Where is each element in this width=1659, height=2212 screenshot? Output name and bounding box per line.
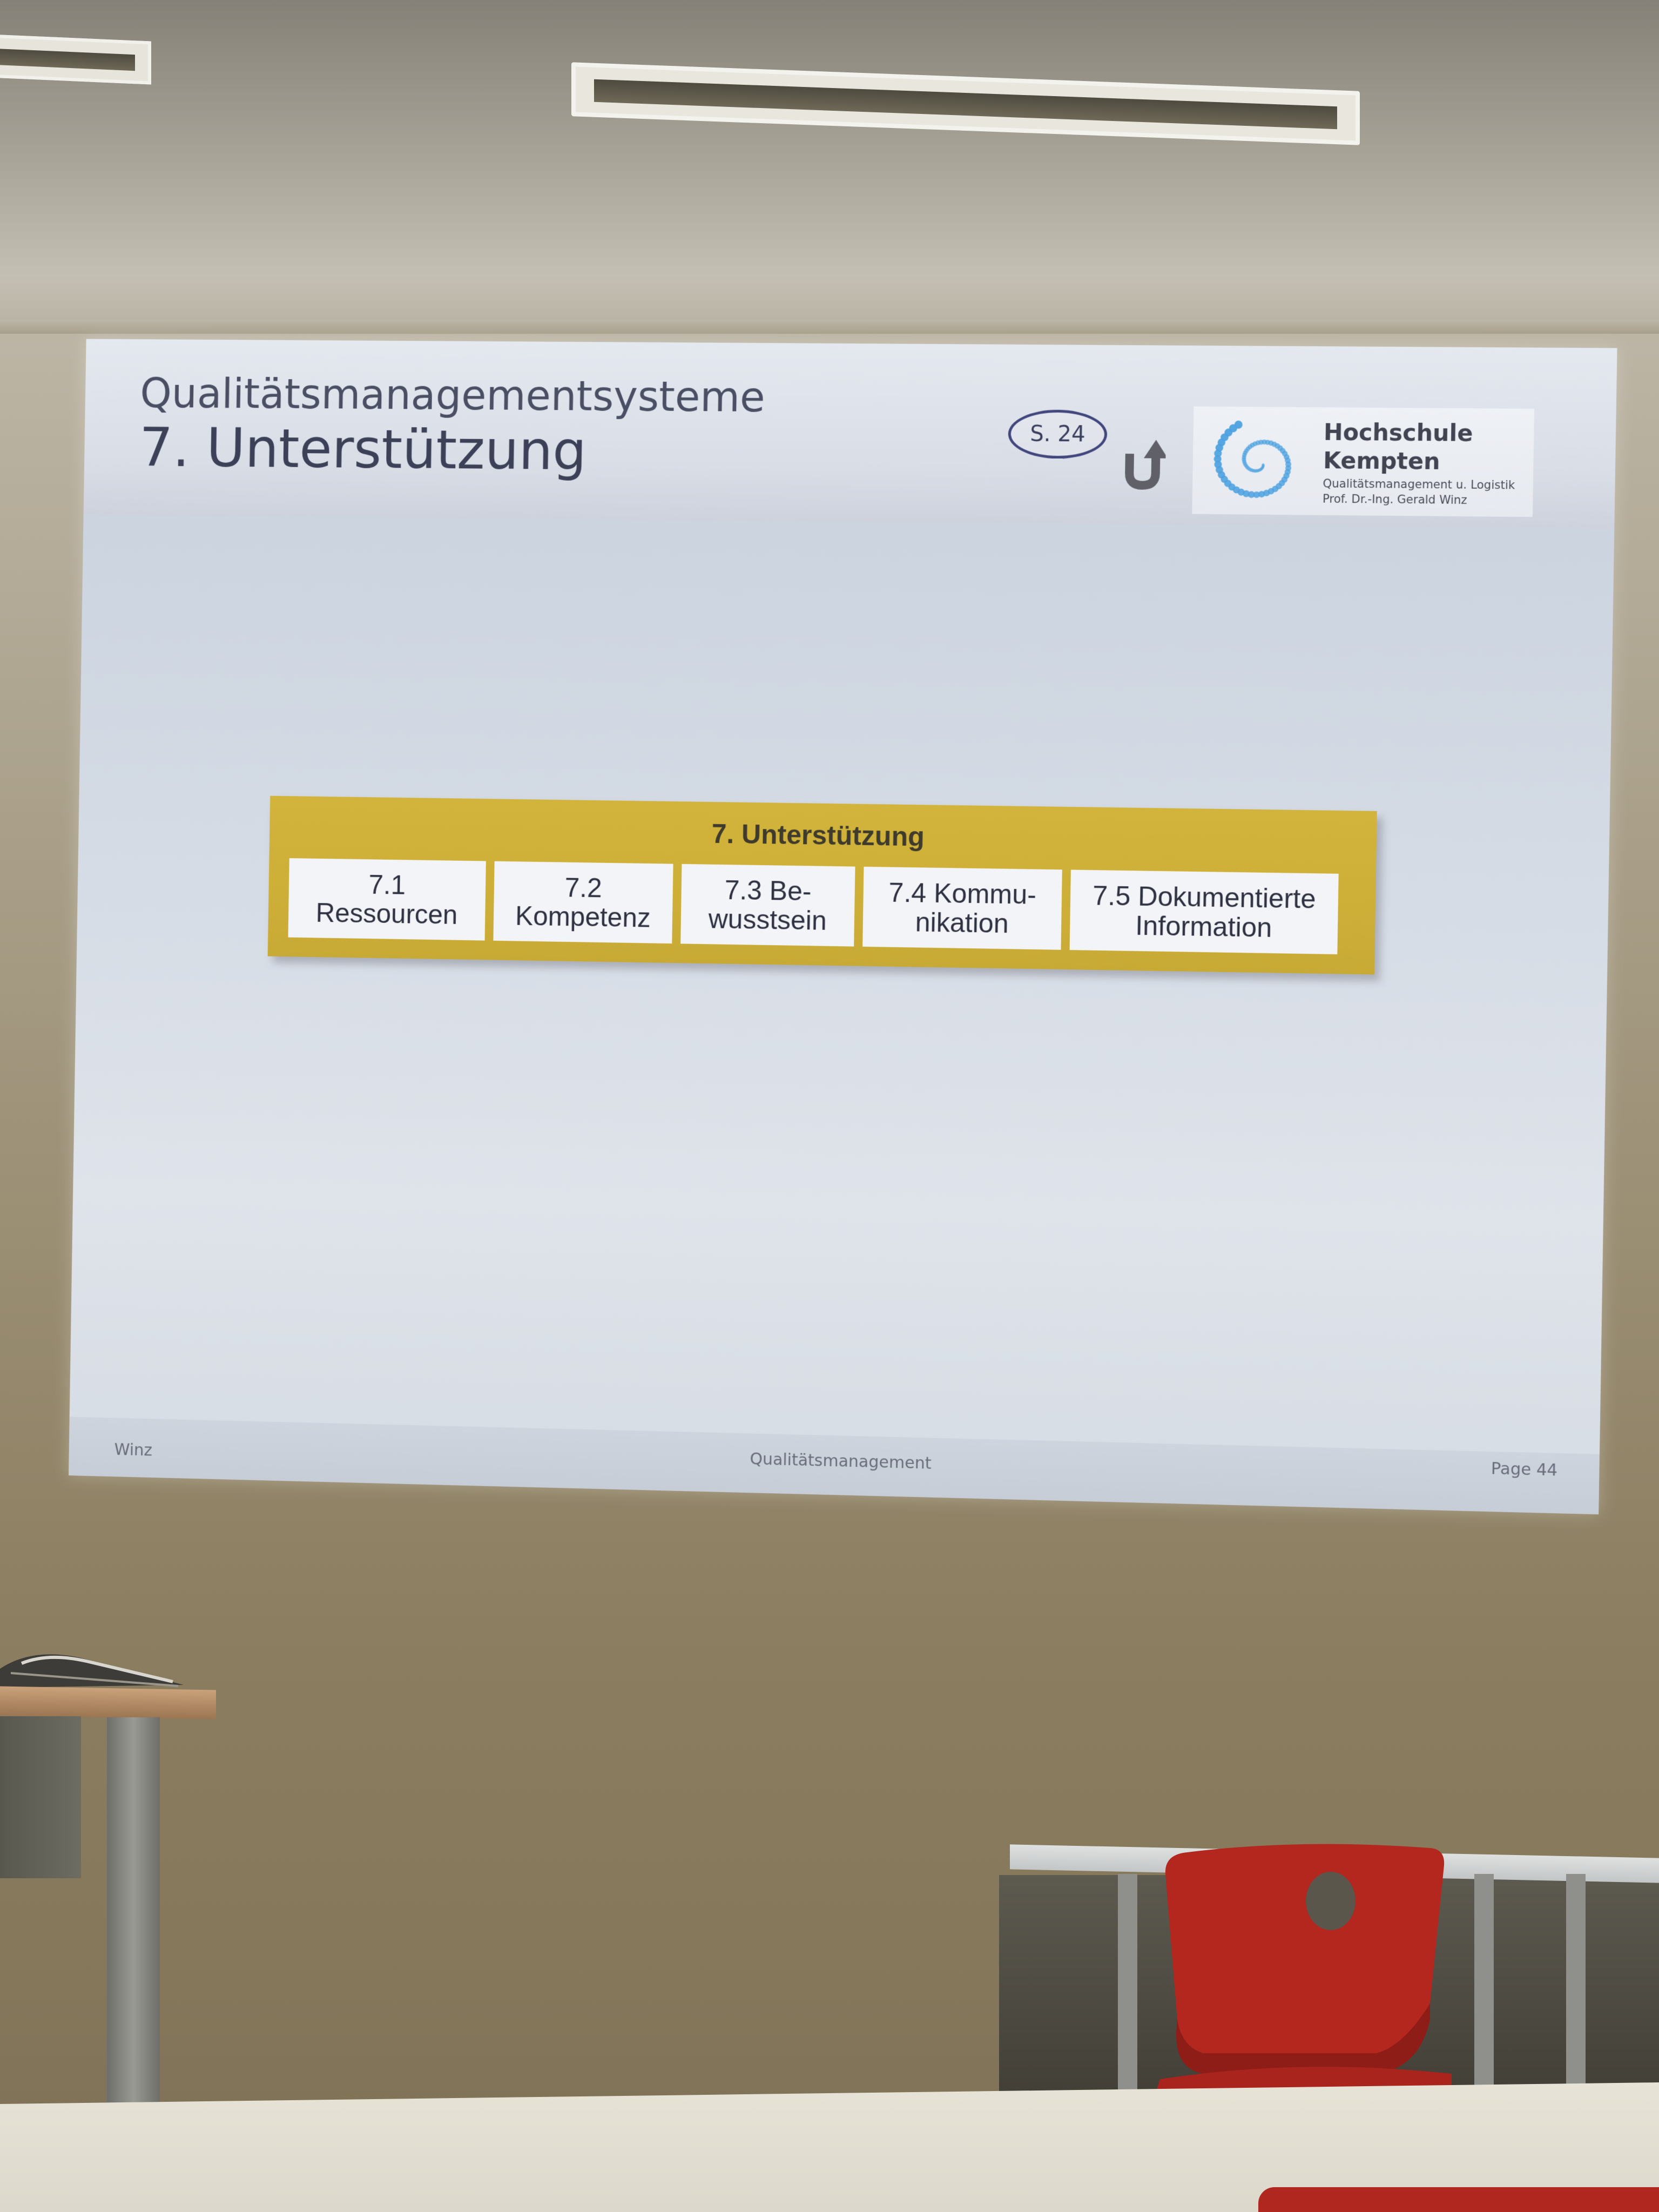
diagram-heading: 7. Unterstützung (269, 812, 1377, 859)
desk-left-underside (0, 1716, 81, 1878)
clause-item-7-3: 7.3 Be- wusstsein (680, 864, 855, 947)
ceiling (0, 0, 1659, 324)
logo-department-line2: Prof. Dr.-Ing. Gerald Winz (1323, 491, 1515, 508)
clause-item-7-5: 7.5 Dokumentierte Information (1070, 870, 1339, 955)
slide-title: 7. Unterstützung (139, 416, 587, 483)
logo-department: Qualitätsmanagement u. Logistik Prof. Dr… (1323, 476, 1515, 508)
footer-course: Qualitätsmanagement (750, 1449, 932, 1473)
red-chair-edge (1258, 2187, 1659, 2212)
clause-7-diagram: 7. Unterstützung 7.1 Ressourcen 7.2 Komp… (268, 796, 1377, 975)
university-logo: Hochschule Kempten Qualitätsmanagement u… (1192, 407, 1534, 517)
page-reference-text: S. 24 (1030, 422, 1085, 447)
u-turn-arrow-icon[interactable] (1122, 437, 1166, 490)
desk-left-leg (107, 1717, 160, 2160)
footer-page-number: Page 44 (1491, 1459, 1558, 1480)
logo-university-name: Hochschule Kempten (1323, 418, 1473, 476)
projected-slide: Qualitätsmanagementsysteme 7. Unterstütz… (69, 339, 1617, 1515)
page-reference-badge[interactable]: S. 24 (1008, 409, 1108, 459)
clause-item-7-1: 7.1 Ressourcen (288, 858, 485, 941)
spiral-logo-icon (1198, 412, 1314, 511)
ceiling-edge (0, 320, 1659, 334)
slide-subtitle: Qualitätsmanagementsysteme (140, 369, 765, 421)
spiral-dot (1235, 421, 1243, 429)
papers-on-desk (0, 1642, 200, 1690)
red-chair (1149, 1842, 1452, 2112)
clause-item-7-4: 7.4 Kommu- nikation (862, 867, 1062, 950)
desk-left (0, 1687, 216, 1719)
logo-department-line1: Qualitätsmanagement u. Logistik (1323, 476, 1515, 493)
slide-footer: Winz Qualitätsmanagement Page 44 (69, 1417, 1600, 1515)
clause-item-7-2: 7.2 Kompetenz (493, 861, 673, 943)
footer-author: Winz (114, 1440, 152, 1460)
ceiling-lamp-left (0, 34, 151, 84)
